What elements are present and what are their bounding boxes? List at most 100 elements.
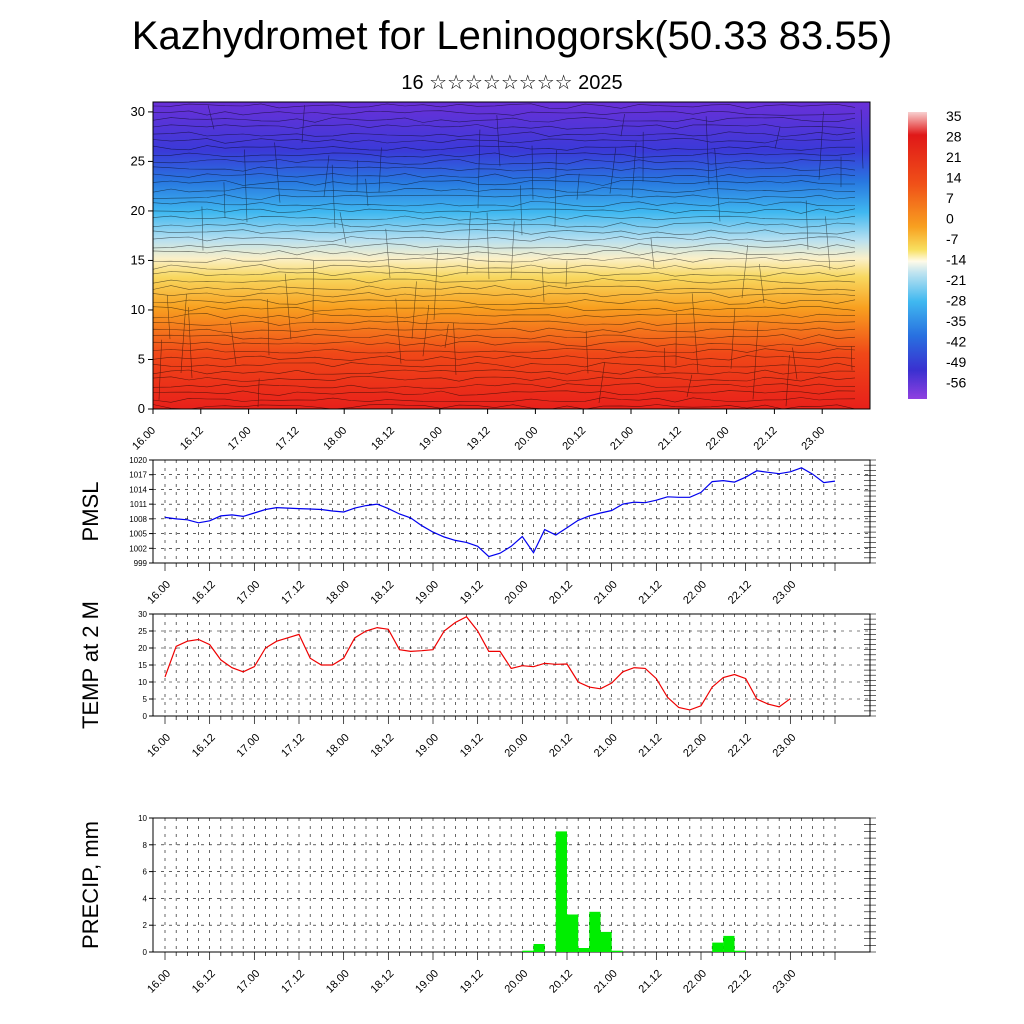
precip-panel-xtick-label: 21.12 [637, 968, 665, 996]
colorbar-label: -7 [946, 231, 959, 247]
pmsl-panel-xtick-label: 16.00 [145, 579, 173, 607]
temp-panel-xtick-label: 22.00 [681, 732, 709, 760]
temp-panel-ytick-label: 25 [138, 627, 147, 636]
precip-panel-ytick-label: 2 [143, 921, 148, 930]
pmsl-panel-xtick-label: 16.12 [190, 579, 218, 607]
temp-series-line [164, 615, 791, 711]
pmsl-panel-ytick-label: 1017 [129, 471, 147, 480]
pmsl-panel-xtick-label: 17.00 [235, 579, 263, 607]
pmsl-panel-xtick-label: 23.00 [771, 579, 799, 607]
precip-panel-xtick-label: 18.00 [324, 968, 352, 996]
temp-panel-xtick-label: 17.12 [279, 732, 307, 760]
precip-panel-grid [153, 818, 870, 952]
pmsl-panel-ytick-label: 1011 [130, 500, 148, 509]
precip-panel-xtick-label: 16.12 [190, 968, 218, 996]
temp-panel-xtick-label: 19.12 [458, 732, 486, 760]
colorbar-label: -49 [946, 354, 966, 370]
colorbar-label: -21 [946, 272, 966, 288]
cs-ytick-label: 0 [138, 401, 145, 416]
pmsl-panel-xtick-label: 20.12 [547, 579, 575, 607]
pmsl-panel-ytick-label: 999 [134, 559, 148, 568]
precip-panel: 10 8 6 4 2 0 16.00 16.12 17.00 17.12 18.00 18.12 19.… [78, 814, 876, 996]
cs-xtick-label: 16.00 [130, 425, 158, 453]
precip-bar [567, 914, 579, 952]
cs-xtick-label: 23.00 [799, 425, 827, 453]
cs-xtick-label: 20.12 [560, 425, 588, 453]
cs-xtick-label: 21.12 [656, 425, 684, 453]
colorbar-label: -35 [946, 313, 966, 329]
wind-barb-field [153, 103, 864, 409]
colorbar-label: 7 [946, 190, 954, 206]
cs-xtick-label: 22.12 [752, 425, 780, 453]
precip-panel-xtick-label: 20.12 [547, 968, 575, 996]
colorbar-label: 28 [946, 129, 962, 145]
precip-panel-xtick-label: 20.00 [503, 968, 531, 996]
precip-bar [555, 831, 567, 952]
precip-panel-ytick-label: 0 [143, 948, 148, 957]
temp-panel-xtick-label: 23.00 [771, 732, 799, 760]
precip-bar [600, 931, 612, 952]
temp-panel-ytick-label: 20 [138, 644, 147, 653]
temp-panel-xtick-label: 16.12 [190, 732, 218, 760]
precip-panel-xtick-label: 18.12 [369, 968, 397, 996]
chart-subtitle: 16 ☆☆☆☆☆☆☆☆ 2025 [401, 72, 623, 94]
temp-panel-xtick-label: 19.00 [413, 732, 441, 760]
cs-ytick-label: 15 [131, 252, 145, 267]
precip-panel-ytick-label: 8 [143, 841, 148, 850]
precip-bar [578, 948, 590, 952]
colorbar: 35 28 21 14 7 0 -7 -14 -21 -28 -35 -42 -49 -56 [908, 108, 966, 399]
pmsl-panel-ylabel: PMSL [78, 482, 103, 542]
precip-panel-frame [152, 817, 871, 953]
temp-panel-xtick-label: 18.00 [324, 732, 352, 760]
pmsl-panel-ytick-label: 1008 [129, 515, 147, 524]
precip-bar [522, 950, 534, 952]
precip-panel-xtick-label: 21.00 [592, 968, 620, 996]
precip-panel-xtick-label: 22.12 [726, 968, 754, 996]
pmsl-panel-ytick-label: 1002 [129, 544, 147, 553]
colorbar-label: -56 [946, 375, 966, 391]
temp-panel-xtick-label: 18.12 [369, 732, 397, 760]
precip-bar [723, 935, 735, 952]
temp-panel-xtick-label: 21.12 [637, 732, 665, 760]
colorbar-label: 21 [946, 149, 962, 165]
temp-panel-ytick-label: 10 [138, 678, 147, 687]
pmsl-panel-xtick-label: 20.00 [503, 579, 531, 607]
temp-panel-ytick-label: 30 [138, 610, 147, 619]
precip-panel-xtick-label: 17.00 [235, 968, 263, 996]
pmsl-panel-xtick-label: 22.12 [726, 579, 754, 607]
cs-xtick-label: 19.12 [465, 425, 493, 453]
cross-section-frame [152, 101, 871, 410]
precip-panel-ytick-label: 6 [143, 868, 148, 877]
temp-panel-ylabel: TEMP at 2 M [78, 601, 103, 729]
cs-ytick-label: 5 [138, 351, 145, 366]
pmsl-panel-xtick-label: 22.00 [681, 579, 709, 607]
pmsl-panel-ytick-label: 1005 [129, 530, 147, 539]
temp-panel-grid [153, 614, 870, 716]
cs-xtick-label: 17.00 [226, 425, 254, 453]
colorbar-label: -14 [946, 252, 966, 268]
cs-xtick-label: 16.12 [178, 425, 206, 453]
chart-title: Kazhydromet for Leninogorsk(50.33 83.55) [131, 14, 893, 58]
precip-bar [712, 942, 724, 952]
colorbar-label: -28 [946, 293, 966, 309]
precip-panel-xtick-label: 22.00 [681, 968, 709, 996]
temp-panel-xtick-label: 22.12 [726, 732, 754, 760]
colorbar-gradient [908, 112, 927, 399]
precip-bar [734, 950, 746, 952]
temp-panel-ytick-label: 5 [143, 695, 148, 704]
precip-bar [533, 944, 545, 952]
pmsl-panel-xtick-label: 18.12 [369, 579, 397, 607]
precip-panel-ytick-label: 4 [143, 894, 148, 903]
colorbar-label: 35 [946, 108, 962, 124]
cs-xtick-label: 18.12 [369, 425, 397, 453]
temp-panel-ytick-label: 15 [138, 661, 147, 670]
precip-panel-xtick-label: 17.12 [279, 968, 307, 996]
temp-panel-ytick-label: 0 [143, 712, 148, 721]
cs-xtick-label: 17.12 [274, 425, 302, 453]
pmsl-panel-grid [153, 460, 870, 563]
pmsl-panel: 1020 1017 1014 1011 1008 1005 1002 999 16.00 16.1… [78, 456, 876, 607]
precip-bar [589, 911, 601, 952]
colorbar-label: 14 [946, 170, 962, 186]
precip-panel-xtick-label: 19.12 [458, 968, 486, 996]
